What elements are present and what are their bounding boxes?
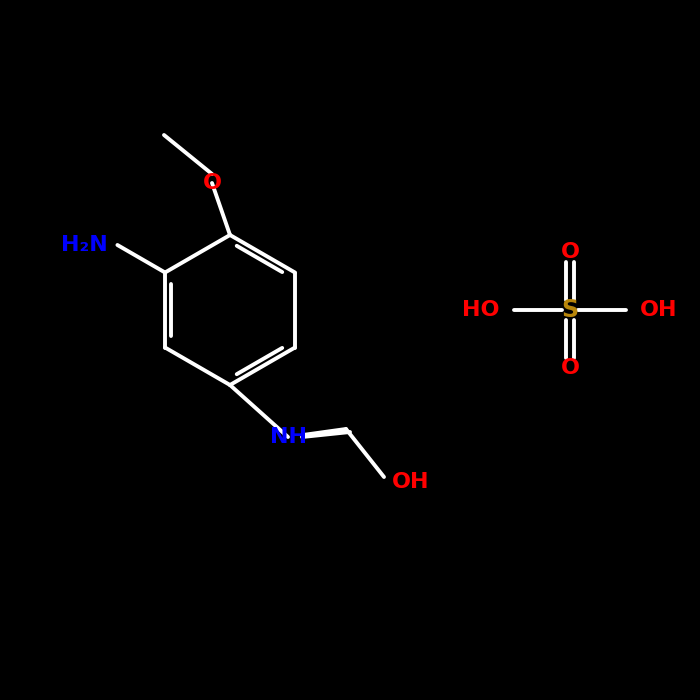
Text: O: O [202, 173, 221, 193]
Text: OH: OH [640, 300, 678, 320]
Text: OH: OH [392, 472, 430, 492]
Text: O: O [561, 242, 580, 262]
Text: H₂N: H₂N [61, 235, 107, 255]
Text: HO: HO [463, 300, 500, 320]
Text: S: S [561, 298, 579, 322]
Text: O: O [561, 358, 580, 378]
Text: NH: NH [270, 427, 307, 447]
